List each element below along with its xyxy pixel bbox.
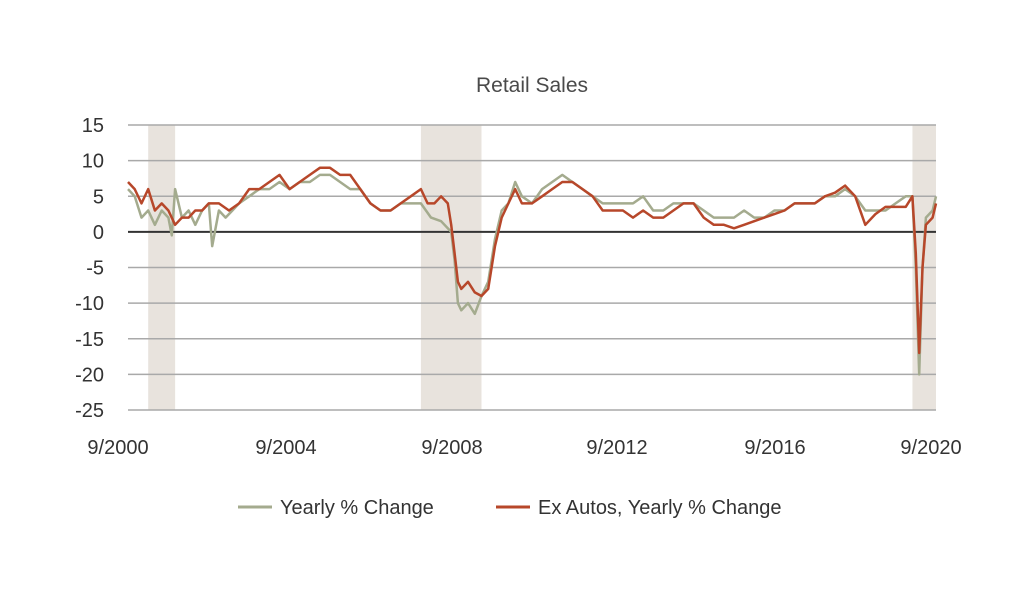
gridlines — [128, 124, 936, 411]
series-line-ex-autos — [127, 166, 938, 355]
x-tick-label: 9/2008 — [421, 437, 482, 459]
series-line-yearly-change — [127, 173, 938, 376]
y-tick-label: -20 — [75, 364, 104, 386]
series-lines — [127, 166, 938, 376]
y-tick-label: 0 — [93, 222, 104, 244]
y-axis-tick-labels: 15 10 5 0 -5 -10 -15 -20 -25 — [75, 115, 104, 422]
y-tick-label: 10 — [82, 151, 104, 173]
legend: Yearly % Change Ex Autos, Yearly % Chang… — [238, 497, 782, 519]
x-axis-tick-labels: 9/2000 9/2004 9/2008 9/2012 9/2016 9/2020 — [87, 437, 961, 459]
x-tick-label: 9/2020 — [900, 437, 961, 459]
legend-label-yearly-change: Yearly % Change — [280, 497, 434, 519]
x-tick-label: 9/2004 — [255, 437, 316, 459]
y-tick-label: 15 — [82, 115, 104, 137]
y-tick-label: -25 — [75, 400, 104, 422]
x-tick-label: 9/2012 — [586, 437, 647, 459]
legend-label-ex-autos: Ex Autos, Yearly % Change — [538, 497, 782, 519]
chart-title: Retail Sales — [476, 74, 588, 97]
x-tick-label: 9/2000 — [87, 437, 148, 459]
y-tick-label: -10 — [75, 293, 104, 315]
x-tick-label: 9/2016 — [744, 437, 805, 459]
y-tick-label: 5 — [93, 186, 104, 208]
y-tick-label: -15 — [75, 329, 104, 351]
y-tick-label: -5 — [86, 258, 104, 280]
